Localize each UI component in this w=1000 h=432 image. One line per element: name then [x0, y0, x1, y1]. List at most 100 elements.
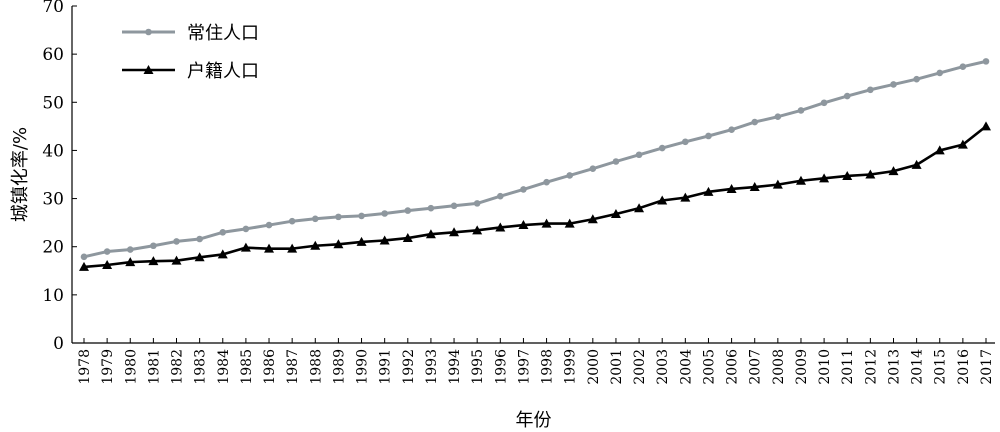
series-resident	[80, 58, 990, 261]
data-point	[150, 242, 157, 250]
x-tick-label: 2006	[725, 349, 741, 385]
data-point	[543, 178, 550, 186]
x-tick-label: 2002	[632, 349, 648, 385]
x-tick-label: 2010	[817, 349, 833, 385]
data-point	[242, 225, 250, 233]
data-point	[310, 240, 321, 250]
y-tick-label: 60	[42, 45, 64, 65]
x-tick-label: 1981	[146, 349, 162, 385]
x-axis-title: 年份	[516, 410, 552, 431]
x-tick-label: 2007	[748, 349, 764, 385]
data-point	[682, 138, 689, 146]
data-point	[634, 203, 645, 213]
x-tick-label: 1990	[355, 349, 371, 385]
x-tick-label: 2017	[979, 349, 995, 385]
y-tick-label: 10	[42, 286, 64, 306]
data-point	[911, 159, 922, 169]
data-point	[749, 182, 760, 192]
data-point	[518, 220, 529, 230]
x-tick-label: 1992	[401, 349, 417, 385]
data-point	[143, 65, 154, 74]
x-tick-label: 2001	[609, 349, 625, 385]
data-point	[80, 253, 88, 261]
x-tick-label: 2009	[794, 349, 810, 385]
data-point	[194, 252, 205, 262]
data-point	[425, 229, 436, 239]
x-tick-label: 1994	[447, 349, 463, 385]
y-axis-title: 城镇化率/%	[10, 127, 31, 222]
data-point	[959, 63, 967, 70]
data-point	[427, 204, 435, 212]
data-point	[843, 92, 851, 100]
x-tick-label: 1998	[540, 349, 556, 385]
data-point	[381, 210, 388, 217]
data-point	[472, 225, 483, 235]
x-tick-label: 1980	[123, 349, 139, 385]
data-point	[288, 217, 296, 225]
y-tick-label: 20	[42, 238, 64, 258]
data-point	[311, 215, 319, 223]
x-tick-label: 1989	[331, 349, 347, 385]
data-point	[335, 213, 342, 221]
x-tick-label: 2008	[771, 349, 787, 385]
y-tick-label: 30	[42, 190, 64, 210]
data-point	[173, 238, 180, 245]
x-tick-label: 1997	[516, 349, 532, 385]
x-axis-ticks: 1978 1979 1980 1981 1982 1983 1984 1985 1986 1987…	[77, 338, 995, 385]
data-point	[913, 75, 920, 83]
data-point	[657, 195, 668, 205]
x-tick-label: 2011	[840, 349, 856, 385]
data-point	[564, 218, 575, 228]
data-point	[612, 158, 620, 165]
data-point	[264, 243, 275, 253]
data-point	[240, 242, 251, 252]
data-point	[102, 260, 113, 270]
data-point	[587, 214, 598, 224]
series-line	[83, 59, 987, 259]
x-tick-label: 2013	[886, 349, 902, 385]
data-point	[658, 144, 666, 152]
data-point	[728, 126, 735, 134]
x-tick-label: 1978	[77, 349, 93, 385]
x-tick-label: 1982	[170, 349, 186, 385]
x-tick-label: 2012	[863, 349, 879, 385]
data-point	[888, 166, 899, 176]
x-tick-label: 1984	[216, 349, 232, 385]
data-point	[148, 256, 159, 266]
data-point	[936, 69, 944, 77]
x-tick-label: 2014	[910, 349, 926, 385]
x-tick-label: 2000	[586, 349, 602, 385]
series-line	[83, 125, 987, 269]
data-point	[842, 170, 853, 180]
data-point	[265, 221, 273, 229]
series-registered	[79, 121, 991, 271]
data-point	[358, 212, 365, 220]
data-point	[287, 243, 298, 253]
x-tick-label: 1999	[563, 349, 579, 385]
data-point	[797, 107, 805, 114]
data-point	[774, 113, 782, 121]
x-tick-label: 1987	[285, 349, 301, 385]
x-tick-label: 1979	[100, 349, 116, 385]
axes	[71, 6, 995, 344]
data-point	[145, 28, 152, 36]
data-point	[705, 132, 712, 140]
data-point	[635, 151, 643, 159]
y-axis-ticks: 0 10 20 30 40 50 60 70	[42, 0, 77, 354]
series-layer	[79, 58, 991, 271]
data-point	[79, 261, 89, 271]
data-point	[703, 186, 714, 196]
data-point	[541, 218, 552, 228]
data-point	[379, 235, 390, 245]
x-tick-label: 2004	[678, 349, 694, 385]
data-point	[333, 239, 344, 249]
data-point	[772, 179, 783, 189]
y-tick-label: 70	[42, 0, 64, 17]
x-tick-label: 1983	[193, 349, 209, 385]
data-point	[589, 165, 597, 173]
data-point	[751, 118, 759, 126]
data-point	[126, 246, 134, 253]
y-tick-label: 0	[53, 334, 64, 354]
legend-label: 户籍人口	[187, 61, 259, 82]
data-point	[957, 139, 968, 149]
